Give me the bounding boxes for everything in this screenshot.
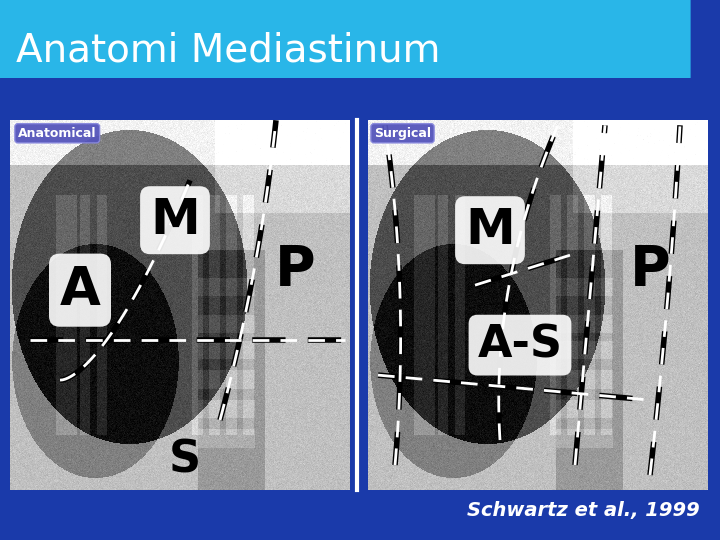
FancyBboxPatch shape (0, 0, 690, 94)
Text: P: P (275, 243, 315, 297)
Text: A-S: A-S (477, 323, 562, 367)
Text: M: M (465, 206, 515, 254)
Text: Schwartz et al., 1999: Schwartz et al., 1999 (467, 501, 700, 520)
Text: S: S (169, 438, 201, 482)
Text: Anatomical: Anatomical (18, 127, 96, 140)
Text: Anatomi Mediastinum: Anatomi Mediastinum (16, 32, 440, 70)
Text: P: P (630, 243, 670, 297)
Text: A: A (60, 264, 100, 316)
Text: M: M (150, 196, 200, 244)
Text: Surgical: Surgical (374, 127, 431, 140)
